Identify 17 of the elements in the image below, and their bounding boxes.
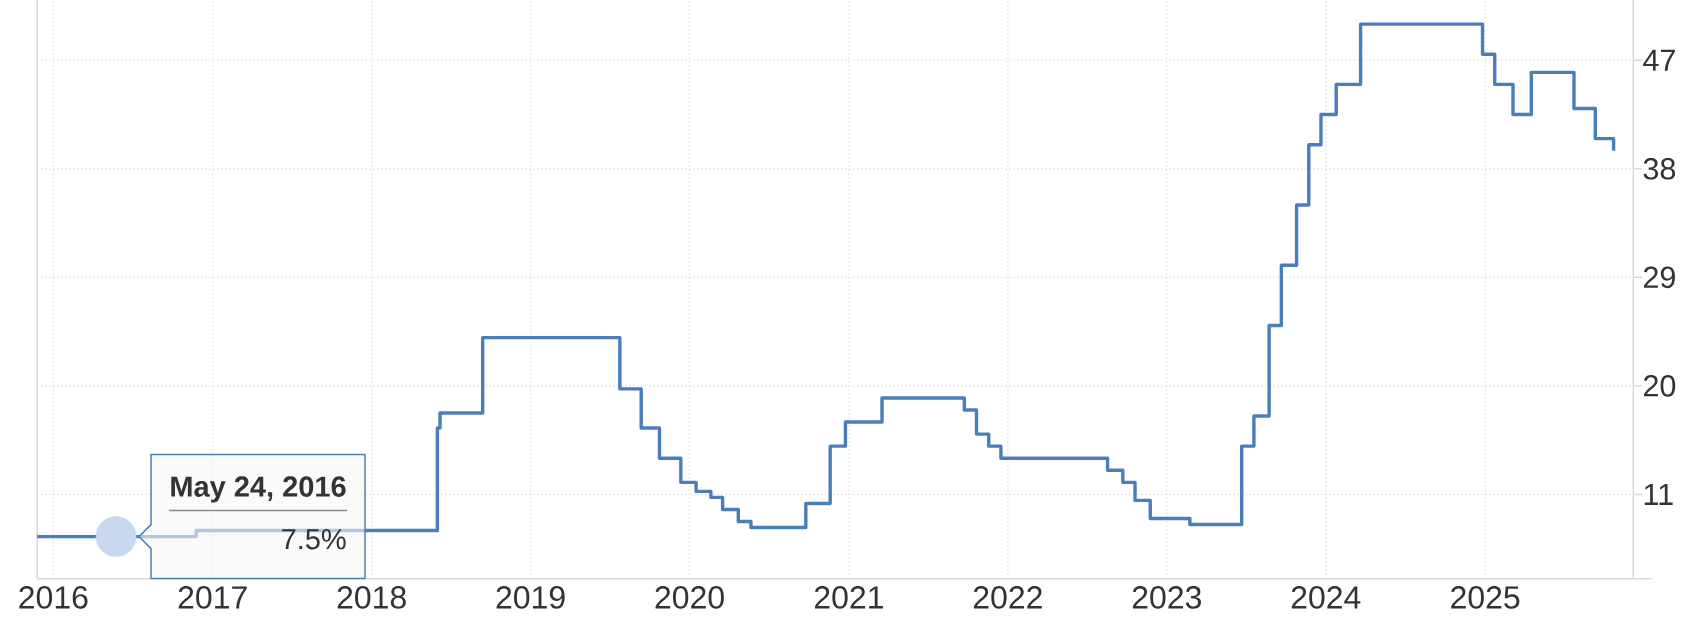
y-tick-label: 29 xyxy=(1643,266,1675,289)
y-tick-label: 38 xyxy=(1643,158,1676,180)
x-tick-label: 2024 xyxy=(1291,586,1361,609)
annotation: May 24, 2016 xyxy=(171,476,346,503)
x-tick-label: 2017 xyxy=(178,586,247,609)
annotation: 7.5% xyxy=(282,528,346,550)
x-tick-label: 2023 xyxy=(1132,586,1201,609)
x-tick-label: 2016 xyxy=(19,586,88,609)
x-tick-label: 2021 xyxy=(814,586,883,609)
y-tick-label: 47 xyxy=(1643,49,1675,71)
x-tick-label: 2022 xyxy=(973,586,1042,609)
y-tick-label: 11 xyxy=(1644,483,1673,505)
x-tick-label: 2018 xyxy=(337,586,406,609)
y-tick-label: 20 xyxy=(1643,375,1676,397)
x-tick-label: 2020 xyxy=(655,586,724,609)
x-tick-label: 2025 xyxy=(1451,586,1520,609)
x-tick-label: 2019 xyxy=(496,586,565,609)
